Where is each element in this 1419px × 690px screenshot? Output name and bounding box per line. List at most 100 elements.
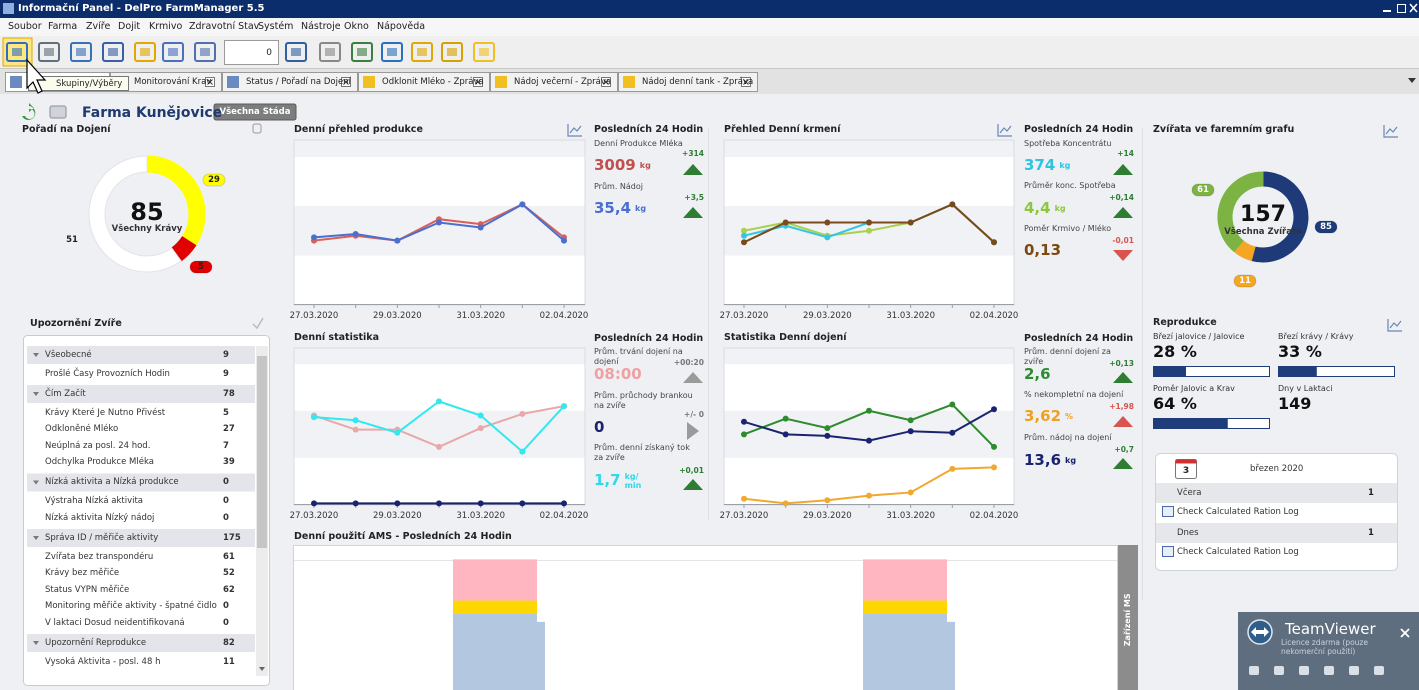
toolbar-icon[interactable]: [70, 42, 92, 62]
toolbar-icon[interactable]: [102, 42, 124, 62]
data-point: [352, 417, 359, 424]
teamviewer-tool[interactable]: [1249, 666, 1259, 675]
alert-item-name[interactable]: Nízká aktivita Nízký nádoj: [45, 512, 155, 523]
alert-item-name[interactable]: Krávy bez měřiče: [45, 568, 120, 579]
chart-icon[interactable]: [567, 124, 582, 137]
tab[interactable]: [222, 72, 358, 92]
expand-icon[interactable]: [33, 392, 39, 396]
alert-item-name[interactable]: V laktaci Dosud neidentifikovaná: [45, 617, 185, 628]
toolbar-input-value[interactable]: 0: [266, 47, 272, 58]
section-title: Posledních 24 Hodin: [594, 124, 704, 136]
metric-change: +0,7: [1114, 444, 1134, 454]
expand-icon[interactable]: [33, 641, 39, 645]
maximize-button[interactable]: [1397, 4, 1406, 13]
tab[interactable]: [358, 72, 490, 92]
menu-item[interactable]: Farma: [48, 21, 78, 33]
alert-group-row[interactable]: [27, 529, 255, 547]
alert-item-name[interactable]: Odkloněné Mléko: [45, 424, 119, 435]
section-title: Denní použití AMS - Posledních 24 Hodin: [294, 531, 512, 543]
toolbar-icon[interactable]: [411, 42, 433, 62]
all-herds-button[interactable]: [213, 103, 297, 121]
chart-icon[interactable]: [997, 124, 1012, 137]
toolbar-icon[interactable]: [194, 42, 216, 62]
toolbar-icon[interactable]: [441, 42, 463, 62]
alert-item-name[interactable]: Odchylka Produkce Mléka: [45, 457, 154, 468]
menu-item[interactable]: Systém: [258, 21, 294, 33]
toolbar-icon[interactable]: [285, 42, 307, 62]
metric-label: Poměr Krmivo / Mléko: [1024, 224, 1112, 233]
tab-label[interactable]: Nádoj večerní - Zpráva: [514, 76, 612, 87]
toolbar-input[interactable]: [224, 40, 279, 65]
plot-band: [724, 410, 1014, 458]
tab-label[interactable]: Status / Pořadí na Dojení: [246, 76, 351, 87]
calendar-item[interactable]: Check Calculated Ration Log: [1177, 546, 1299, 557]
stacked-bar-segment: [453, 613, 537, 690]
alert-item-name[interactable]: Výstraha Nízká aktivita: [45, 496, 144, 507]
alert-item-name[interactable]: Status VYPN měřiče: [45, 584, 130, 595]
data-point: [436, 219, 442, 226]
print-icon[interactable]: [49, 105, 67, 119]
expand-icon[interactable]: [33, 536, 39, 540]
expand-icon[interactable]: [33, 353, 39, 357]
data-point: [782, 219, 789, 226]
calendar-item[interactable]: Check Calculated Ration Log: [1177, 506, 1299, 517]
trend-arrow: [1113, 416, 1133, 427]
tab-icon: [495, 76, 507, 88]
teamviewer-tool[interactable]: [1324, 666, 1334, 675]
trend-arrow: [1113, 458, 1133, 469]
menu-item[interactable]: Zdravotní Stav: [189, 21, 260, 33]
teamviewer-close[interactable]: [1400, 628, 1410, 638]
all-herds-button-label[interactable]: Všechna Stáda: [219, 106, 291, 117]
teamviewer-tool[interactable]: [1374, 666, 1384, 675]
toolbar-icon-detail: [417, 48, 427, 56]
toolbar-icon[interactable]: [319, 42, 341, 62]
alert-group-row[interactable]: [27, 385, 255, 403]
teamviewer-tool[interactable]: [1349, 666, 1359, 675]
toolbar-icon[interactable]: [134, 42, 156, 62]
minimize-button[interactable]: [1383, 10, 1391, 12]
tab-label[interactable]: Nádoj denní tank - Zpráva: [642, 76, 754, 87]
expand-icon[interactable]: [33, 480, 39, 485]
chart-icon[interactable]: [1387, 319, 1402, 332]
tab-label[interactable]: Odklonit Mléko - Zpráva: [382, 76, 484, 87]
alert-group-row[interactable]: [27, 346, 255, 364]
tab-label[interactable]: Monitorování Krav: [134, 76, 212, 87]
alert-item-name[interactable]: Prošlé Časy Provozních Hodin: [45, 368, 170, 379]
toolbar-icon[interactable]: [473, 42, 495, 62]
alert-item-name[interactable]: Krávy Které Je Nutno Přivést: [45, 407, 166, 418]
tab-dropdown[interactable]: [1408, 78, 1416, 83]
close-button[interactable]: [1409, 3, 1418, 13]
metric-unit: %: [1065, 412, 1074, 421]
toolbar-icon[interactable]: [6, 42, 28, 62]
menu-item[interactable]: Nápověda: [377, 21, 426, 33]
alert-group-row[interactable]: [27, 634, 255, 652]
menu-item[interactable]: Zvíře: [86, 21, 111, 33]
scrollbar-thumb[interactable]: [257, 356, 267, 548]
data-point: [991, 464, 997, 471]
alert-item-name[interactable]: Vysoká Aktivita - posl. 48 h: [45, 656, 161, 667]
tab[interactable]: [490, 72, 618, 92]
teamviewer-tool[interactable]: [1274, 666, 1284, 675]
alert-item-name[interactable]: Monitoring měřiče aktivity - špatné čidl…: [45, 601, 217, 612]
alert-item-name[interactable]: Zvířata bez transpondéru: [45, 551, 154, 562]
metric-label: Denní Produkce Mléka: [594, 139, 683, 148]
toolbar-icon[interactable]: [351, 42, 373, 62]
menu-item[interactable]: Soubor: [8, 21, 42, 33]
toolbar-icon[interactable]: [162, 42, 184, 62]
toolbar-icon[interactable]: [38, 42, 60, 62]
tab[interactable]: [618, 72, 758, 92]
menu-item[interactable]: Dojit: [118, 21, 141, 33]
menu-item[interactable]: Nástroje: [301, 21, 341, 33]
chart-icon[interactable]: [1383, 125, 1398, 138]
toolbar-icon[interactable]: [381, 42, 403, 62]
alert-item-count: 39: [223, 457, 235, 468]
alert-item-name[interactable]: Neúplná za posl. 24 hod.: [45, 440, 151, 451]
teamviewer-tool[interactable]: [1299, 666, 1309, 675]
data-point: [741, 418, 747, 425]
toolbar-icon-detail: [140, 48, 150, 56]
donut-label: 51: [66, 234, 78, 245]
scroll-down[interactable]: [259, 667, 265, 671]
alert-group-row[interactable]: [27, 473, 255, 492]
menu-item[interactable]: Okno: [344, 21, 369, 33]
menu-item[interactable]: Krmivo: [149, 21, 183, 33]
